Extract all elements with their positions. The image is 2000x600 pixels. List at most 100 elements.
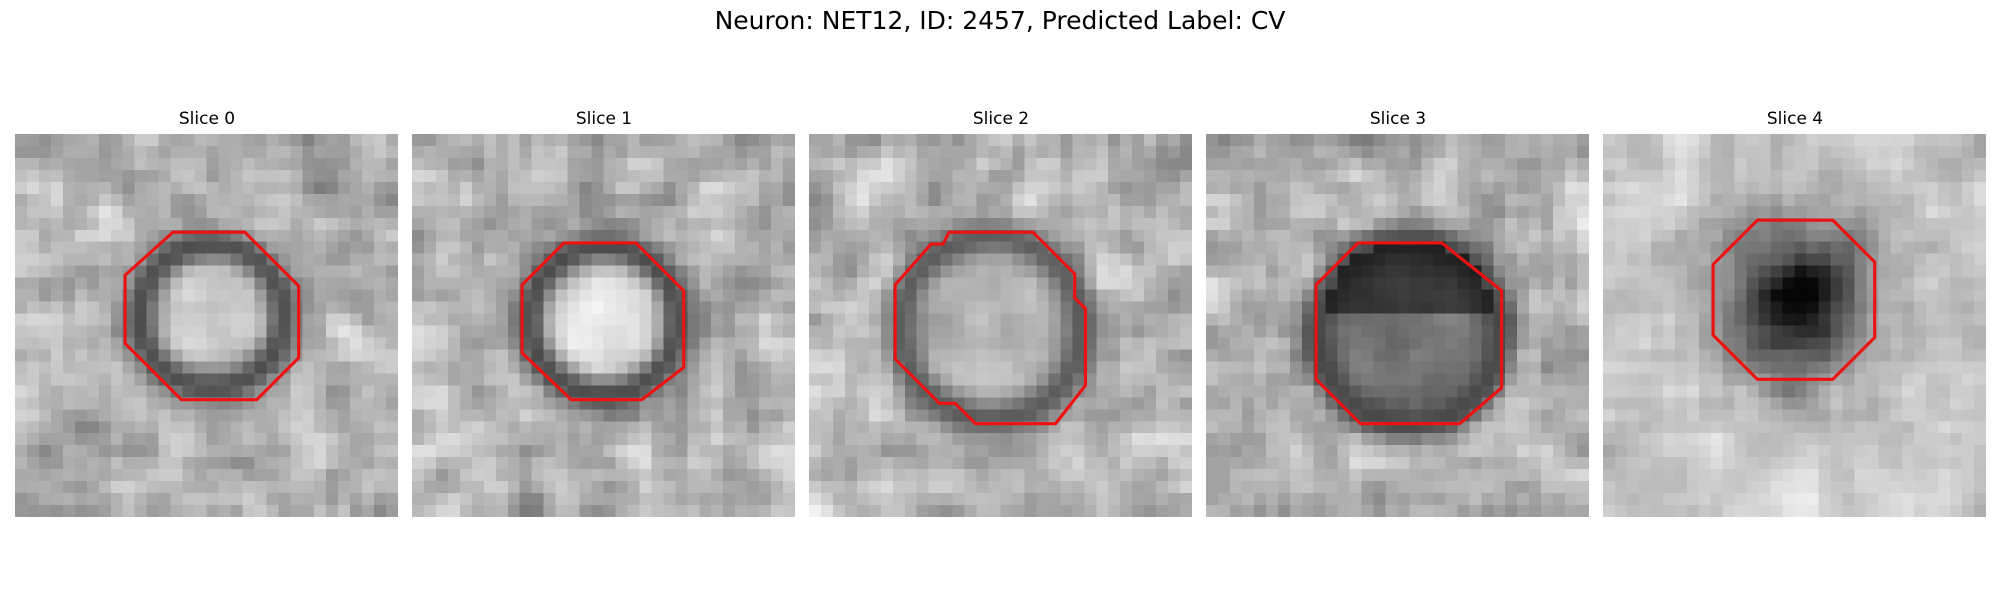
pixel	[1241, 481, 1255, 494]
pixel	[615, 421, 628, 434]
pixel	[809, 253, 822, 266]
pixel	[314, 181, 327, 195]
pixel	[964, 241, 977, 254]
pixel	[1301, 181, 1314, 195]
pixel	[976, 469, 989, 482]
pixel	[1674, 421, 1688, 434]
pixel	[1806, 397, 1819, 410]
pixel	[1012, 397, 1025, 410]
pixel	[759, 289, 772, 302]
pixel	[134, 397, 147, 410]
pixel	[1914, 361, 1927, 374]
pixel	[350, 421, 363, 434]
pixel	[483, 409, 497, 422]
pixel	[988, 157, 1001, 171]
pixel	[182, 313, 195, 326]
pixel	[194, 373, 207, 386]
pixel	[747, 181, 760, 195]
pixel	[783, 145, 795, 159]
pixel	[1541, 313, 1554, 326]
pixel	[254, 145, 267, 159]
pixel	[122, 409, 135, 422]
pixel	[435, 481, 449, 494]
pixel	[86, 337, 100, 350]
pixel	[783, 445, 795, 458]
pixel	[1770, 229, 1783, 242]
pixel	[1349, 145, 1362, 159]
pixel	[1698, 337, 1711, 350]
pixel	[1493, 409, 1506, 422]
pixel	[98, 169, 111, 183]
pixel	[1517, 349, 1530, 362]
pixel	[1938, 181, 1951, 195]
pixel	[1361, 145, 1374, 159]
pixel	[880, 169, 894, 183]
pixel	[1397, 253, 1410, 266]
pixel	[146, 433, 159, 446]
pixel	[507, 397, 520, 410]
pixel	[663, 134, 676, 147]
pixel	[579, 145, 592, 159]
pixel	[1457, 134, 1470, 147]
pixel	[1962, 397, 1975, 410]
pixel	[242, 493, 255, 506]
pixel	[735, 241, 748, 254]
pixel	[1120, 134, 1133, 147]
pixel	[1938, 445, 1951, 458]
pixel	[1914, 169, 1927, 183]
pixel	[904, 145, 917, 159]
pixel	[1806, 421, 1819, 434]
pixel	[1206, 157, 1219, 171]
pixel	[1710, 349, 1723, 362]
pixel	[386, 385, 398, 398]
pixel	[964, 301, 977, 314]
pixel	[1421, 433, 1434, 446]
pixel	[832, 205, 846, 219]
pixel	[1060, 385, 1073, 398]
pixel	[1650, 265, 1664, 278]
pixel	[675, 469, 688, 482]
pixel	[350, 373, 363, 386]
pixel	[338, 301, 351, 314]
pixel	[302, 277, 315, 290]
pixel	[338, 229, 351, 242]
pixel	[194, 325, 207, 338]
pixel	[194, 349, 207, 362]
pixel	[1481, 241, 1494, 254]
pixel	[423, 145, 437, 159]
pixel	[1084, 457, 1097, 470]
pixel	[988, 265, 1001, 278]
pixel	[1638, 241, 1652, 254]
pixel	[1710, 169, 1723, 183]
pixel	[483, 241, 497, 254]
pixel	[471, 349, 485, 362]
pixel	[1722, 433, 1735, 446]
pixel	[1229, 134, 1243, 147]
pixel	[1445, 241, 1458, 254]
pixel	[615, 373, 628, 386]
pixel	[1036, 193, 1049, 207]
pixel	[459, 361, 473, 374]
pixel	[904, 193, 917, 207]
pixel	[783, 169, 795, 183]
pixel	[386, 445, 398, 458]
pixel	[1529, 217, 1542, 230]
pixel	[1265, 301, 1279, 314]
pixel	[555, 134, 568, 147]
pixel	[1277, 397, 1291, 410]
pixel	[1072, 313, 1085, 326]
pixel	[1084, 169, 1097, 183]
pixel	[1229, 433, 1243, 446]
pixel	[868, 253, 882, 266]
pixel	[1577, 169, 1589, 183]
pixel	[471, 169, 485, 183]
pixel	[771, 289, 784, 302]
pixel	[1950, 445, 1963, 458]
pixel	[412, 457, 425, 470]
pixel	[1084, 421, 1097, 434]
pixel	[1614, 145, 1628, 159]
pixel	[663, 181, 676, 195]
pixel	[663, 433, 676, 446]
pixel	[771, 229, 784, 242]
pixel	[423, 325, 437, 338]
